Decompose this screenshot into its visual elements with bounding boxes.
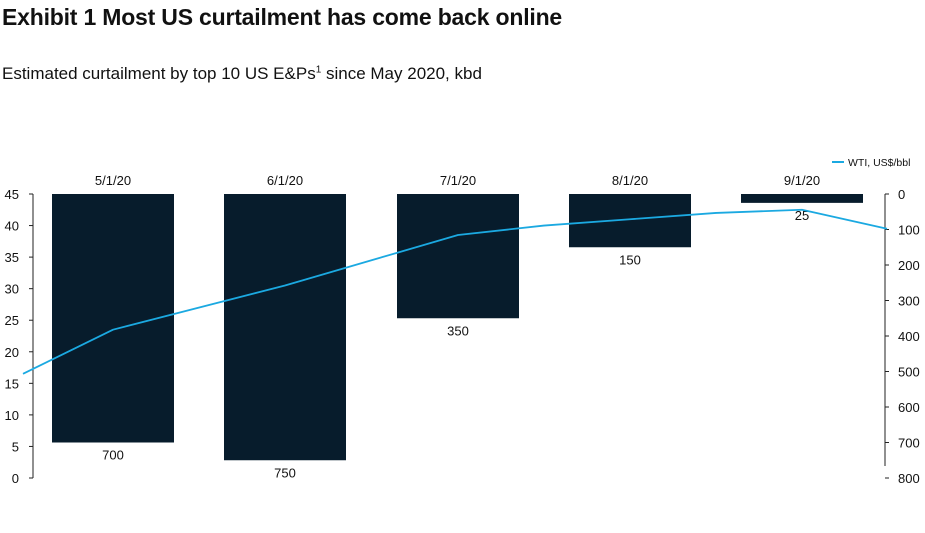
bar-6-1-20 <box>224 194 346 461</box>
right-tick-label: 0 <box>898 187 905 202</box>
subtitle-suffix: since May 2020, kbd <box>321 64 482 83</box>
bar-data-label: 700 <box>102 448 124 463</box>
right-tick-label: 300 <box>898 294 920 309</box>
bar-data-label: 150 <box>619 252 641 267</box>
subtitle-main: Estimated curtailment by top 10 US E&Ps <box>2 64 316 83</box>
bar-data-label: 25 <box>795 208 809 223</box>
left-tick-label: 5 <box>12 439 19 454</box>
left-tick-label: 0 <box>12 471 19 486</box>
left-tick-label: 45 <box>5 187 19 202</box>
subtitle-footnote-mark: 1 <box>315 64 322 76</box>
left-y-axis: 0 5 10 15 20 25 30 35 40 45 <box>5 187 34 486</box>
category-label: 5/1/20 <box>95 173 131 188</box>
right-tick-label: 400 <box>898 329 920 344</box>
left-tick-label: 25 <box>5 313 19 328</box>
left-tick-label: 10 <box>5 408 19 423</box>
right-tick-label: 700 <box>898 436 920 451</box>
right-tick-label: 800 <box>898 471 920 486</box>
bar-data-label: 350 <box>447 323 469 338</box>
bar-5-1-20 <box>52 194 174 443</box>
right-tick-label: 600 <box>898 400 920 415</box>
bar-series: 5/1/20 700 6/1/20 750 7/1/20 350 8/1/20 150 9/1/… <box>52 173 863 480</box>
right-y-axis: 0 100 200 300 400 500 600 700 800 <box>884 187 920 486</box>
category-label: 6/1/20 <box>267 173 303 188</box>
legend: WTI, US$/bbl <box>832 157 910 169</box>
chart-subtitle: Estimated curtailment by top 10 US E&Ps1… <box>2 64 482 84</box>
left-tick-label: 35 <box>5 250 19 265</box>
chart-title: Exhibit 1 Most US curtailment has come b… <box>2 4 563 30</box>
legend-label: WTI, US$/bbl <box>848 157 910 169</box>
wti-line <box>22 208 888 375</box>
left-tick-label: 40 <box>5 219 19 234</box>
category-label: 9/1/20 <box>784 173 820 188</box>
left-tick-label: 15 <box>5 376 19 391</box>
left-tick-label: 20 <box>5 345 19 360</box>
bar-data-label: 750 <box>274 465 296 480</box>
right-tick-label: 100 <box>898 223 920 238</box>
category-label: 8/1/20 <box>612 173 648 188</box>
bar-8-1-20 <box>569 194 691 248</box>
right-tick-label: 500 <box>898 365 920 380</box>
line-series <box>22 208 888 375</box>
category-label: 7/1/20 <box>440 173 476 188</box>
right-tick-label: 200 <box>898 258 920 273</box>
bar-7-1-20 <box>397 194 519 319</box>
bar-9-1-20 <box>741 194 863 203</box>
left-tick-label: 30 <box>5 282 19 297</box>
